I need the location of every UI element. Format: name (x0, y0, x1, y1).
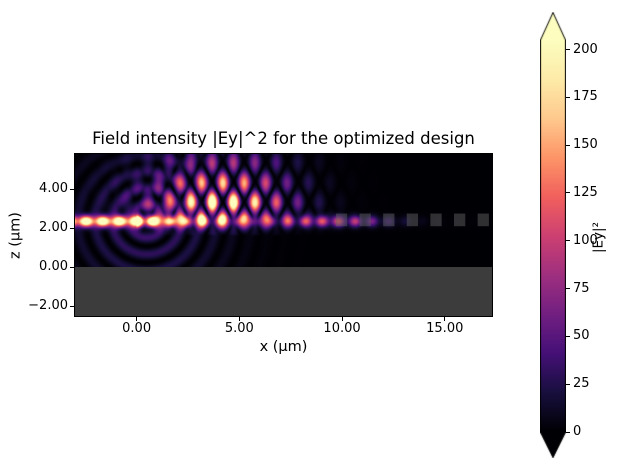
colorbar-label: |Ey|² (590, 221, 607, 254)
colorbar-tick-label: 175 (573, 89, 598, 105)
x-tick-mark (341, 317, 343, 321)
x-tick-mark (444, 317, 446, 321)
x-tick-label: 10.00 (323, 321, 361, 336)
x-tick-label: 0.00 (122, 321, 152, 336)
plot-area (74, 153, 493, 317)
colorbar-tick-mark (566, 192, 570, 194)
y-tick-label: 0.00 (39, 259, 68, 275)
x-tick-label: 5.00 (224, 321, 254, 336)
x-axis-label: x (μm) (259, 339, 308, 355)
colorbar-tick-mark (566, 431, 570, 433)
colorbar-tick-label: 75 (573, 280, 590, 296)
chart-title: Field intensity |Ey|^2 for the optimized… (92, 129, 475, 148)
colorbar-tick-mark (566, 144, 570, 146)
colorbar-tick-label: 50 (573, 328, 590, 344)
colorbar-tick-label: 150 (573, 137, 598, 153)
y-tick-mark (70, 305, 74, 307)
colorbar-tick-label: 100 (573, 232, 598, 248)
colorbar-tick-mark (566, 96, 570, 98)
colorbar-tick-mark (566, 49, 570, 51)
colorbar-tick-label: 25 (573, 376, 590, 392)
colorbar-tick-label: 0 (573, 424, 582, 439)
colorbar-tick-mark (566, 383, 570, 385)
colorbar-tick-mark (566, 240, 570, 242)
y-tick-mark (70, 227, 74, 229)
y-tick-label: 4.00 (39, 181, 68, 197)
y-tick-mark (70, 188, 74, 190)
colorbar-tick-mark (566, 335, 570, 337)
colorbar-tick-label: 200 (573, 41, 598, 57)
x-tick-mark (238, 317, 240, 321)
y-axis-label: z (μm) (7, 212, 24, 259)
y-tick-label: 2.00 (39, 220, 68, 236)
x-tick-label: 15.00 (426, 321, 464, 336)
colorbar-tick-mark (566, 288, 570, 290)
y-tick-label: −2.00 (28, 298, 68, 314)
y-tick-mark (70, 266, 74, 268)
colorbar-canvas (540, 12, 566, 458)
heatmap-canvas (75, 154, 492, 316)
x-tick-mark (136, 317, 138, 321)
colorbar-tick-label: 125 (573, 184, 598, 200)
